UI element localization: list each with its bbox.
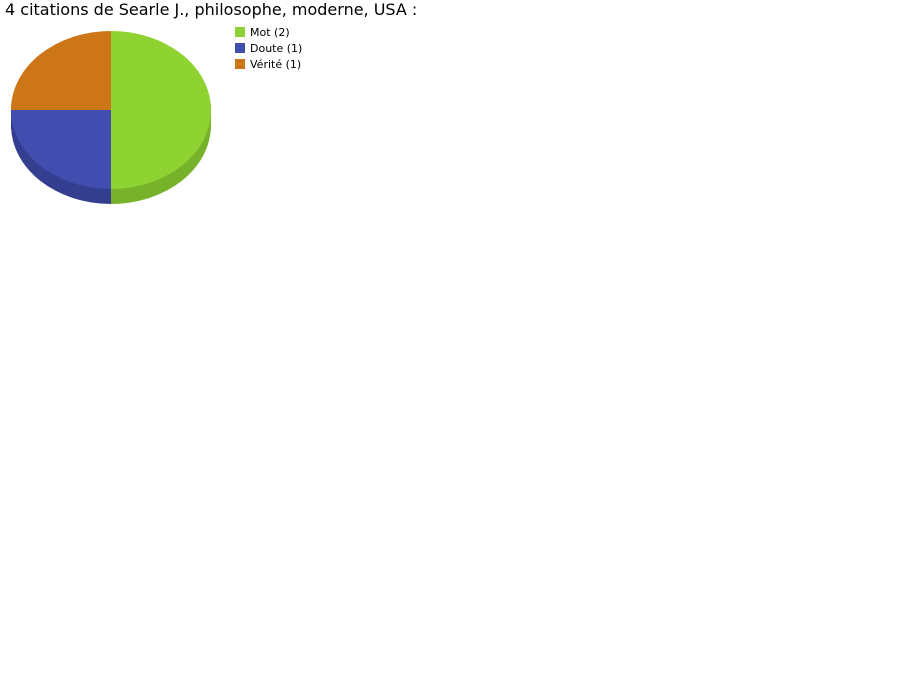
legend-item-verite: Vérité (1) bbox=[235, 56, 302, 72]
legend-item-doute: Doute (1) bbox=[235, 40, 302, 56]
legend-label: Vérité (1) bbox=[250, 57, 302, 71]
legend-label: Doute (1) bbox=[250, 41, 303, 55]
legend-swatch bbox=[235, 43, 245, 53]
pie-slice-vérité bbox=[11, 31, 111, 110]
pie-chart bbox=[11, 31, 211, 204]
legend: Mot (2) Doute (1) Vérité (1) bbox=[235, 24, 302, 72]
pie-slice-doute bbox=[11, 110, 111, 189]
pie-slice-mot bbox=[111, 31, 211, 189]
legend-item-mot: Mot (2) bbox=[235, 24, 302, 40]
legend-swatch bbox=[235, 27, 245, 37]
legend-swatch bbox=[235, 59, 245, 69]
chart-title: 4 citations de Searle J., philosophe, mo… bbox=[5, 0, 418, 19]
legend-label: Mot (2) bbox=[250, 25, 290, 39]
